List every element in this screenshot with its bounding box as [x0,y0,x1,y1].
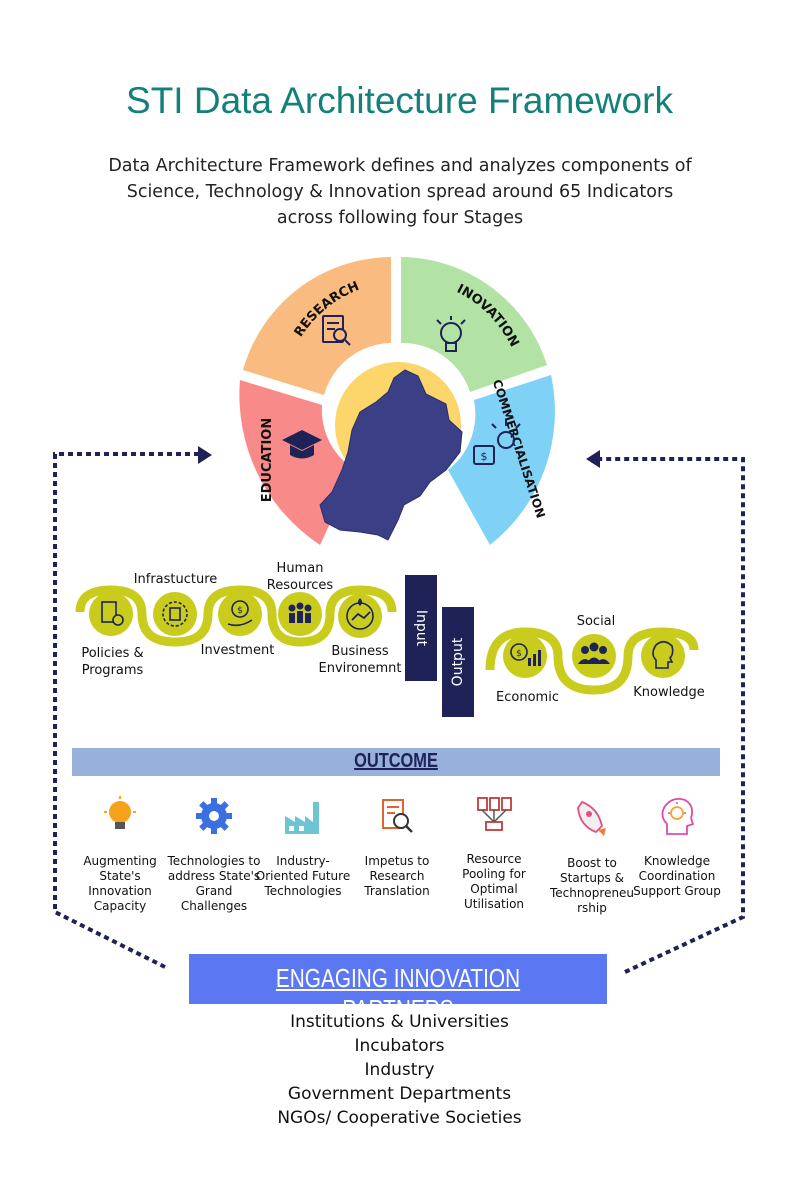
outcome-label: Industry-Oriented Future Technologies [255,854,351,898]
arrow-head-right [586,450,600,468]
outcome-label: Impetus to Research Translation [364,854,430,898]
investment-icon [218,592,262,636]
state-map [319,369,463,541]
stage-inovation-segment [401,257,547,392]
outcome-item: Impetus to Research Translation [347,796,447,899]
policies-label: Policies & Programs [81,646,144,678]
outcome-label: Knowledge Coordination Support Group [633,854,721,898]
outcome-label: Technologies to address State's Grand Ch… [167,854,261,913]
outcome-item: Industry-Oriented Future Technologies [253,796,353,899]
subtitle-line: across following four Stages [276,208,524,228]
money-bulb-icon [473,420,521,465]
economic-label: Economic [496,690,559,705]
page-subtitle: Data Architecture Framework defines and … [80,153,720,231]
partner-item: Institutions & Universities [290,1012,509,1032]
document-search-icon [382,799,413,833]
outcome-item: Resource Pooling for Optimal Utilisation [444,794,544,912]
outcome-label: Boost to Startups & Technopreneu rship [549,856,635,915]
rocket-icon [577,800,606,836]
partner-item: NGOs/ Cooperative Societies [277,1108,522,1128]
stage-education-label: EDUCATION [260,418,275,502]
dollar-icon: $ [481,450,488,463]
outcome-title: OUTCOME [354,750,438,772]
gear-icon [196,798,232,834]
partner-item: Incubators [354,1036,445,1056]
document-search-icon [322,315,351,346]
social-label: Social [576,614,616,629]
outcome-item: Boost to Startups & Technopreneu rship [542,798,642,916]
feedback-loop-right [600,457,745,974]
outcome-item: Augmenting State's Innovation Capacity [70,796,170,914]
bulb-icon [436,316,466,352]
outcome-bar: OUTCOME [72,748,720,776]
head-bulb-icon [661,797,695,835]
infrastructure-icon [153,592,197,636]
outcome-label: Resource Pooling for Optimal Utilisation [462,852,526,911]
investment-label: Investment [200,643,275,658]
investment-dollar-glyph: $ [237,606,243,616]
policies-icon [89,592,133,636]
subtitle-line: Data Architecture Framework defines and … [108,156,692,176]
output-wave [485,627,699,695]
partners-title: ENGAGING INNOVATION PARTNERS [275,963,521,1024]
output-box: Output [442,607,474,717]
page-title: STI Data Architecture Framework [126,80,673,121]
partners-header-box: ENGAGING INNOVATION PARTNERS [189,954,607,1024]
bulb-icon [104,796,136,829]
knowledge-icon [641,634,685,678]
human-resources-label: Human Resources [266,561,334,593]
arrow-head-left [198,446,212,464]
outcome-item: Knowledge Coordination Support Group [627,796,727,899]
network-icon [477,797,512,831]
infrastructure-label: Infrastucture [133,572,218,587]
output-label: Output [450,637,466,687]
outcome-label: Augmenting State's Innovation Capacity [83,854,157,913]
partner-item: Government Departments [287,1084,512,1104]
social-icon [572,634,616,678]
partner-item: Industry [364,1060,435,1080]
subtitle-line: Science, Technology & Innovation spread … [126,182,674,202]
economic-icon [503,634,547,678]
knowledge-label: Knowledge [633,685,705,700]
factory-icon [285,802,319,834]
business-environment-icon [338,594,382,638]
feedback-loop-left [53,452,200,969]
economic-dollar-glyph: $ [516,649,522,659]
outcome-item: Technologies to address State's Grand Ch… [164,796,264,914]
input-label: Input [413,609,429,647]
business-environment-label: Business Environemnt [318,644,402,676]
input-box: Input [405,575,437,681]
stage-research-segment [243,257,391,395]
human-resources-icon [278,592,322,636]
graduation-cap-icon [282,430,322,459]
input-wave [75,585,397,647]
stage-commercialisation-segment [448,375,555,545]
